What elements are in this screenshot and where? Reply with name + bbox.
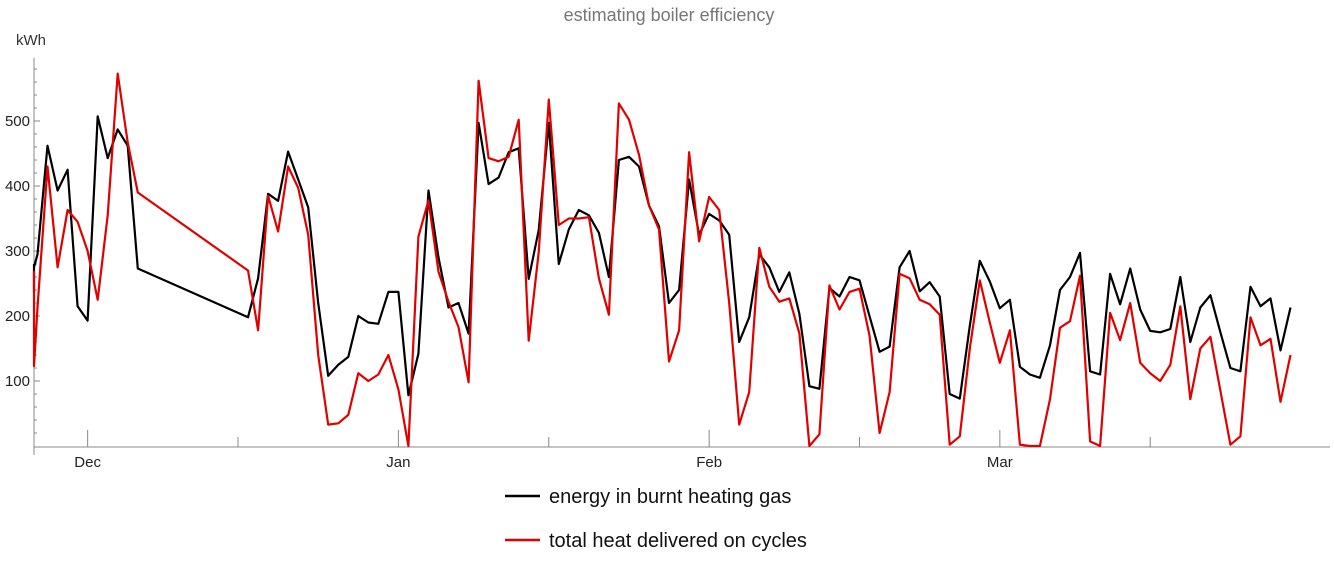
legend: energy in burnt heating gas total heat de… [505, 486, 807, 552]
x-tick-label: Feb [696, 454, 722, 471]
legend-label-2: total heat delivered on cycles [549, 530, 807, 552]
y-axis-label: kWh [16, 32, 46, 49]
y-tick-label: 400 [5, 178, 30, 195]
series-line-1 [32, 115, 1292, 400]
axes: 100 200 300 400 500 Dec Jan Feb Mar [5, 58, 1330, 471]
legend-label-1: energy in burnt heating gas [549, 486, 791, 508]
x-tick-label: Jan [386, 454, 410, 471]
y-tick-label: 300 [5, 243, 30, 260]
y-tick-label: 200 [5, 308, 30, 325]
chart-title: estimating boiler efficiency [564, 5, 775, 25]
x-tick-label: Mar [987, 454, 1013, 471]
y-tick-label: 100 [5, 373, 30, 390]
series-line-2 [32, 72, 1292, 448]
x-tick-label: Dec [74, 454, 101, 471]
y-tick-label: 500 [5, 113, 30, 130]
series-layer [32, 72, 1292, 448]
